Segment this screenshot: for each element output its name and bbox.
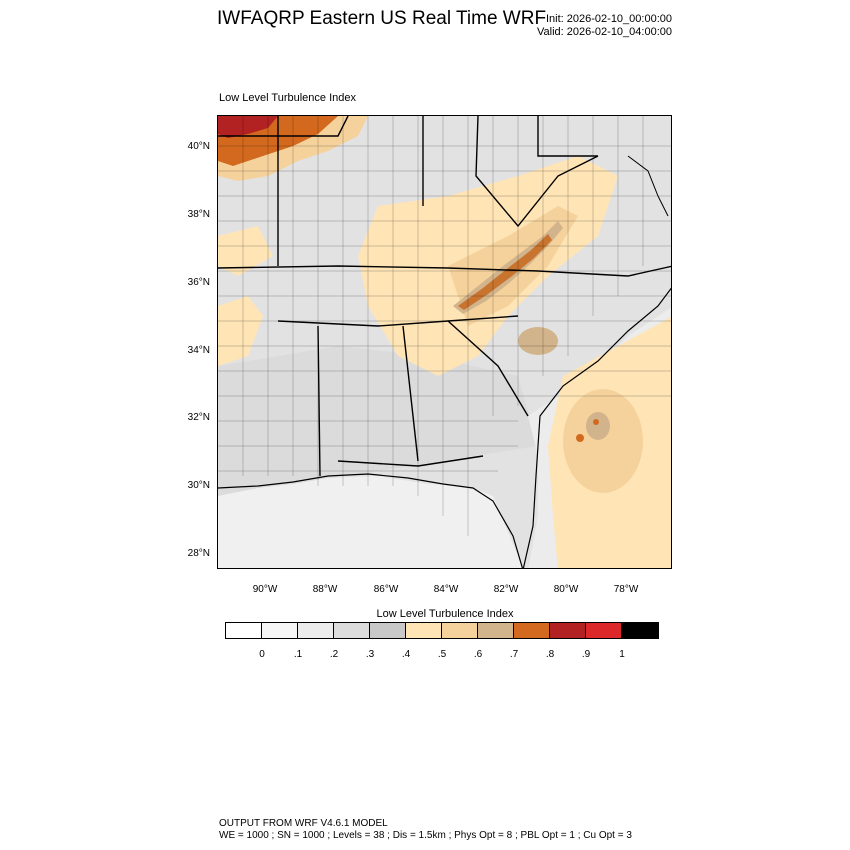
field-label: Low Level Turbulence Index bbox=[219, 92, 356, 104]
colorbar-tick-label: .4 bbox=[401, 649, 411, 660]
gulf-region bbox=[218, 476, 523, 568]
colorbar-tick-label: 0 bbox=[259, 649, 265, 660]
lon-label-84w: 84°W bbox=[433, 584, 459, 595]
lat-label-38n: 38°N bbox=[187, 209, 210, 220]
atlantic-hotspot bbox=[576, 434, 584, 442]
colorbar-tick-label: .8 bbox=[545, 649, 555, 660]
plot-title: IWFAQRP Eastern US Real Time WRF bbox=[217, 8, 547, 29]
county-lines bbox=[218, 116, 671, 536]
lat-label-40n: 40°N bbox=[187, 141, 210, 152]
gulf-coastline bbox=[218, 473, 524, 568]
footer-model: OUTPUT FROM WRF V4.6.1 MODEL bbox=[219, 818, 388, 829]
atlantic-coastline bbox=[522, 287, 671, 568]
map-panel bbox=[217, 115, 672, 569]
colorbar-box bbox=[514, 623, 550, 638]
colorbar-box bbox=[586, 623, 622, 638]
colorbar-box bbox=[262, 623, 298, 638]
piedmont-tan bbox=[518, 327, 558, 355]
colorbar-tick-label: .1 bbox=[293, 649, 303, 660]
colorbar-tick-label: 1 bbox=[619, 649, 625, 660]
colorbar-box bbox=[370, 623, 406, 638]
lat-label-32n: 32°N bbox=[187, 412, 210, 423]
west-peach-2 bbox=[218, 226, 273, 276]
northwest-red bbox=[218, 116, 278, 138]
lon-label-82w: 82°W bbox=[493, 584, 519, 595]
atlantic-hotspot-2 bbox=[593, 419, 599, 425]
west-peach bbox=[218, 296, 263, 366]
ridge-orange bbox=[458, 234, 552, 310]
lon-label-90w: 90°W bbox=[252, 584, 278, 595]
colorbar-box bbox=[550, 623, 586, 638]
colorbar bbox=[225, 622, 659, 639]
state-borders bbox=[218, 116, 671, 477]
atlantic-core bbox=[586, 412, 610, 440]
colorbar-tick-label: .9 bbox=[581, 649, 591, 660]
colorbar-box bbox=[406, 623, 442, 638]
footer-settings: WE = 1000 ; SN = 1000 ; Levels = 38 ; Di… bbox=[219, 830, 632, 841]
chesapeake-coast bbox=[627, 155, 669, 217]
colorbar-tick-label: .3 bbox=[365, 649, 375, 660]
lon-label-80w: 80°W bbox=[553, 584, 579, 595]
lat-label-36n: 36°N bbox=[187, 277, 210, 288]
colorbar-box bbox=[298, 623, 334, 638]
lon-label-78w: 78°W bbox=[613, 584, 639, 595]
atlantic-tan-oval bbox=[563, 389, 643, 493]
colorbar-tick-label: .6 bbox=[473, 649, 483, 660]
colorbar-title: Low Level Turbulence Index bbox=[376, 608, 514, 620]
lon-label-88w: 88°W bbox=[312, 584, 338, 595]
lat-label-28n: 28°N bbox=[187, 548, 210, 559]
colorbar-tick-label: .2 bbox=[329, 649, 339, 660]
colorbar-box bbox=[334, 623, 370, 638]
colorbar-box bbox=[622, 623, 658, 638]
colorbar-tick-label: .7 bbox=[509, 649, 519, 660]
colorbar-tick-label: .5 bbox=[437, 649, 447, 660]
lat-label-34n: 34°N bbox=[187, 345, 210, 356]
colorbar-box bbox=[442, 623, 478, 638]
lon-label-86w: 86°W bbox=[373, 584, 399, 595]
init-time: Init: 2026-02-10_00:00:00 bbox=[546, 13, 672, 25]
colorbar-box bbox=[478, 623, 514, 638]
colorbar-box bbox=[226, 623, 262, 638]
lat-label-30n: 30°N bbox=[187, 480, 210, 491]
turbulence-map bbox=[218, 116, 671, 568]
valid-time: Valid: 2026-02-10_04:00:00 bbox=[537, 26, 672, 38]
